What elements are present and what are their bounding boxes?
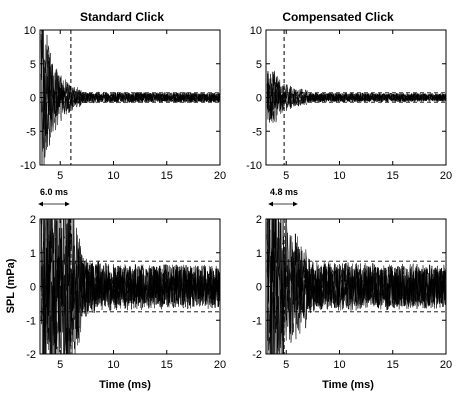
panel-top-right: -10 -5 0 5 10 5 10 15 20 (246, 25, 452, 182)
y-tick-label: 0 (256, 93, 262, 105)
x-tick-label: 10 (333, 170, 345, 182)
panel-bottom-left: -2 -1 0 1 2 5 10 15 20 (26, 214, 226, 371)
y-tick-label: 2 (30, 214, 36, 226)
y-tick-label: 5 (256, 59, 262, 71)
x-tick-label: 20 (440, 170, 452, 182)
x-tick-label: 5 (57, 170, 63, 182)
y-tick-label: 0 (30, 282, 36, 294)
y-tick-label: 5 (30, 59, 36, 71)
left-duration-label: 6.0 ms (40, 187, 68, 197)
trace-line (266, 219, 446, 354)
x-tick-label: 10 (107, 359, 119, 371)
x-tick-label: 20 (214, 359, 226, 371)
x-tick-label: 15 (161, 359, 173, 371)
y-tick-label: -2 (26, 349, 36, 361)
x-tick-label: 5 (283, 359, 289, 371)
trace-line (40, 34, 220, 152)
y-tick-label: 0 (30, 93, 36, 105)
trace-line (266, 70, 446, 120)
left-duration-marker: 6.0 ms (38, 187, 70, 207)
trace-line (266, 71, 446, 123)
y-tick-label: -10 (20, 160, 36, 172)
trace-line (40, 30, 220, 158)
y-tick-label: -1 (252, 315, 262, 327)
y-tick-label: 10 (24, 25, 36, 37)
x-tick-label: 15 (161, 170, 173, 182)
x-tick-label: 10 (107, 170, 119, 182)
x-axis-label-right: Time (ms) (322, 379, 374, 391)
trace-line (40, 44, 220, 165)
x-tick-label: 20 (214, 170, 226, 182)
traces (266, 70, 446, 123)
traces (266, 219, 446, 354)
trace-line (266, 73, 446, 122)
y-tick-label: 10 (250, 25, 262, 37)
y-tick-label: 2 (256, 214, 262, 226)
panel-top-left: -10 -5 0 5 10 5 10 15 20 (20, 25, 226, 182)
y-axis-label: SPL (mPa) (5, 258, 17, 313)
right-duration-marker: 4.8 ms (268, 187, 298, 207)
y-tick-label: -5 (26, 126, 36, 138)
right-title: Compensated Click (282, 10, 394, 24)
x-tick-label: 15 (387, 359, 399, 371)
y-tick-label: -2 (252, 349, 262, 361)
y-tick-label: 1 (30, 248, 36, 260)
y-tick-label: -10 (246, 160, 262, 172)
right-duration-label: 4.8 ms (270, 187, 298, 197)
x-tick-label: 20 (440, 359, 452, 371)
x-axis-label-left: Time (ms) (99, 379, 151, 391)
left-title: Standard Click (80, 10, 164, 24)
y-tick-label: 0 (256, 282, 262, 294)
x-tick-label: 5 (57, 359, 63, 371)
trace-line (266, 219, 446, 354)
trace-line (40, 219, 220, 354)
y-tick-label: 1 (256, 248, 262, 260)
traces (40, 219, 220, 354)
y-tick-label: -1 (26, 315, 36, 327)
x-tick-label: 5 (283, 170, 289, 182)
x-tick-label: 10 (333, 359, 345, 371)
trace-line (40, 30, 220, 150)
y-tick-label: -5 (252, 126, 262, 138)
x-tick-label: 15 (387, 170, 399, 182)
panel-bottom-right: -2 -1 0 1 2 5 10 15 20 (252, 214, 452, 371)
